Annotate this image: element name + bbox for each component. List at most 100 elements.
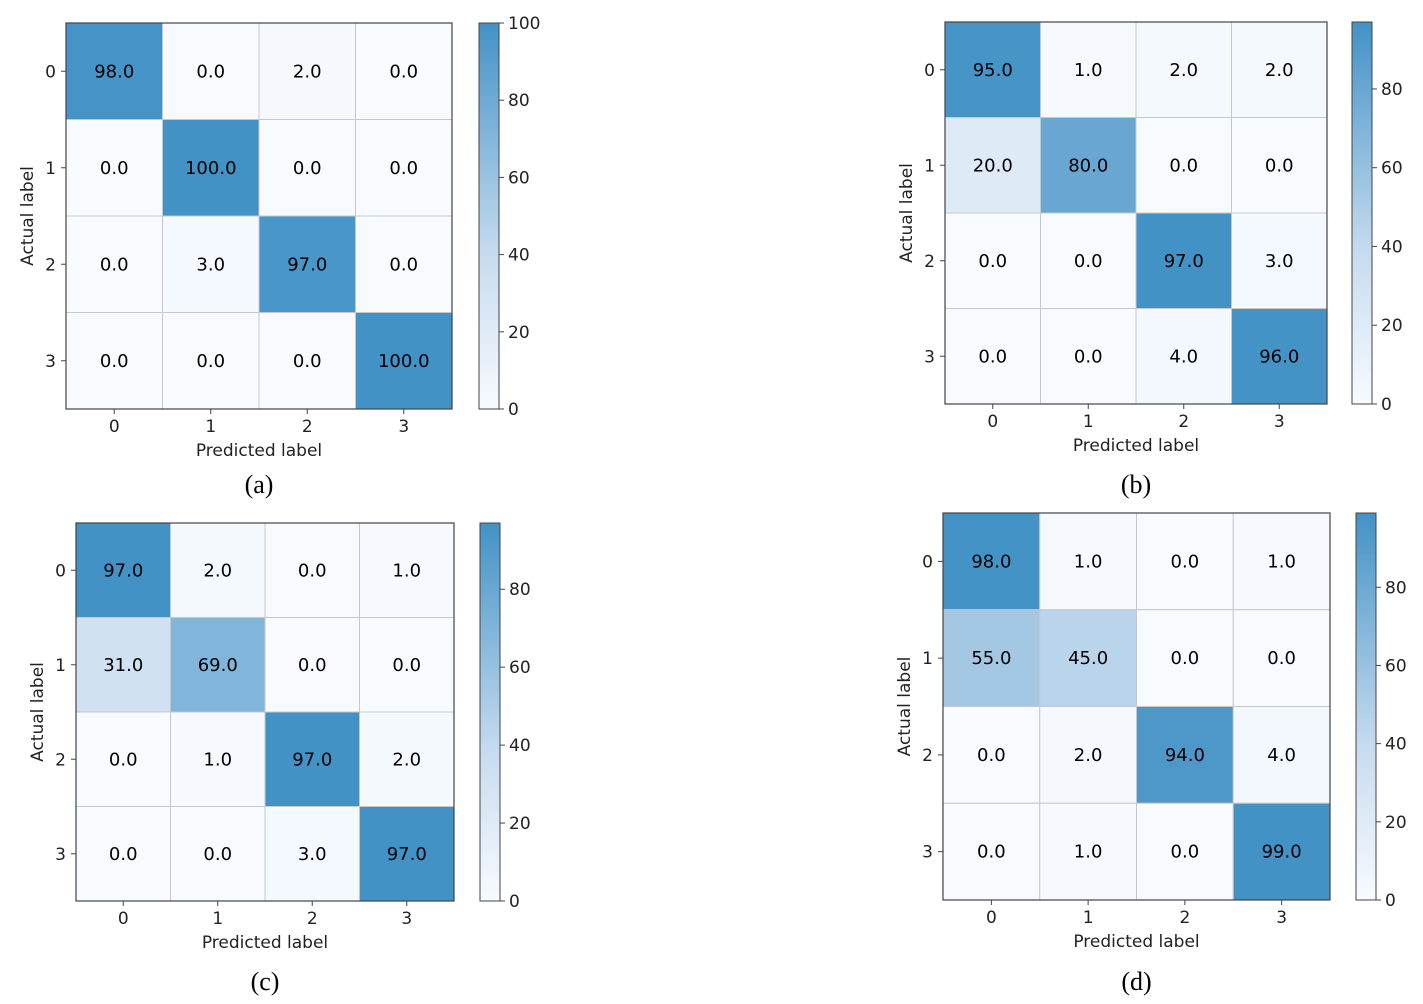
cell-value-label: 1.0 [1267, 551, 1296, 572]
matrix-cell [1040, 21, 1137, 118]
matrix-cell [65, 119, 163, 217]
cell-value-label: 3.0 [298, 844, 327, 865]
matrix-cell [162, 312, 260, 410]
matrix-cell [359, 806, 455, 902]
matrix-cell [162, 119, 260, 217]
cell-value-label: 1.0 [392, 560, 421, 581]
y-tick-label: 3 [45, 352, 56, 372]
colorbar-tick-label: 20 [508, 323, 530, 343]
matrix-frame [65, 22, 453, 410]
x-axis-label: Predicted label [1073, 436, 1199, 456]
matrix-cell [170, 522, 266, 618]
y-tick-label: 2 [924, 252, 935, 272]
y-tick-label: 2 [45, 255, 56, 275]
matrix-cell [1135, 308, 1232, 405]
x-tick-label: 2 [1179, 908, 1190, 928]
colorbar-tick-label: 60 [509, 658, 531, 678]
cell-value-label: 96.0 [1259, 346, 1299, 367]
x-axis-label: Predicted label [1073, 932, 1199, 952]
cell-value-label: 0.0 [978, 251, 1007, 272]
y-axis-label: Actual label [18, 166, 38, 266]
cell-value-label: 97.0 [387, 844, 427, 865]
cell-value-label: 0.0 [1265, 155, 1294, 176]
cell-value-label: 97.0 [287, 254, 327, 275]
cell-value-label: 2.0 [293, 61, 322, 82]
cell-value-label: 2.0 [1169, 60, 1198, 81]
colorbar-tick-label: 80 [508, 91, 530, 111]
matrix-cell [1039, 609, 1137, 707]
matrix-cell [1136, 512, 1234, 611]
matrix-cell [1039, 706, 1137, 804]
cell-value-label: 0.0 [196, 351, 225, 372]
y-axis-label: Actual label [897, 163, 917, 263]
y-tick-label: 0 [922, 552, 933, 572]
matrix-cell [942, 706, 1041, 804]
cell-value-label: 1.0 [1074, 842, 1103, 863]
colorbar-tick-label: 0 [1385, 891, 1396, 911]
cell-value-label: 0.0 [1267, 648, 1296, 669]
x-tick-label: 0 [109, 417, 120, 437]
colorbar-tick-label: 20 [509, 814, 531, 834]
y-axis-label: Actual label [28, 662, 48, 762]
cell-value-label: 94.0 [1165, 745, 1205, 766]
cell-value-label: 1.0 [1074, 551, 1103, 572]
cell-value-label: 0.0 [978, 346, 1007, 367]
y-tick-label: 2 [922, 746, 933, 766]
colorbar-tick-label: 20 [1381, 316, 1403, 336]
matrix-cell [65, 312, 163, 410]
cell-value-label: 100.0 [378, 351, 430, 372]
cell-value-label: 98.0 [971, 551, 1011, 572]
x-tick-label: 3 [1274, 412, 1285, 432]
cell-value-label: 0.0 [977, 842, 1006, 863]
colorbar-tick-label: 0 [1381, 395, 1392, 415]
cell-value-label: 0.0 [203, 844, 232, 865]
cell-value-label: 0.0 [293, 351, 322, 372]
cell-value-label: 0.0 [389, 61, 418, 82]
matrix-cell [1135, 21, 1232, 118]
panel-caption: (d) [1121, 967, 1151, 996]
matrix-cell [1040, 212, 1137, 309]
confusion-matrix-panel-d: 98.0 1.0 0.0 1.0 55.0 45.0 0.0 0.0 0.0 2.0 94.0 4.0… [895, 512, 1407, 996]
y-tick-label: 1 [55, 656, 66, 676]
colorbar-tick-label: 0 [509, 892, 520, 912]
x-tick-label: 3 [1276, 908, 1287, 928]
y-tick-label: 1 [45, 159, 56, 179]
cell-value-label: 3.0 [196, 254, 225, 275]
cell-value-label: 0.0 [293, 158, 322, 179]
cell-value-label: 98.0 [94, 61, 134, 82]
cell-value-label: 0.0 [1171, 842, 1200, 863]
colorbar-tick-label: 40 [1381, 237, 1403, 257]
x-tick-label: 1 [212, 909, 223, 929]
x-tick-label: 0 [987, 412, 998, 432]
cell-value-label: 1.0 [1074, 60, 1103, 81]
y-axis-label: Actual label [895, 657, 915, 757]
matrix-cell [65, 22, 163, 120]
y-tick-label: 3 [922, 843, 933, 863]
colorbar-tick-label: 80 [1385, 578, 1407, 598]
x-axis-label: Predicted label [196, 441, 322, 461]
x-tick-label: 0 [986, 908, 997, 928]
matrix-cell [1231, 21, 1328, 118]
cell-value-label: 3.0 [1265, 251, 1294, 272]
panel-caption: (b) [1121, 470, 1151, 499]
cell-value-label: 0.0 [100, 254, 129, 275]
matrix-cell [1232, 706, 1331, 804]
cell-value-label: 45.0 [1068, 648, 1108, 669]
colorbar-tick-label: 40 [1385, 735, 1407, 755]
colorbar-tick-label: 80 [1381, 80, 1403, 100]
matrix-cell [1040, 308, 1137, 405]
matrix-cell [264, 617, 360, 713]
matrix-cell [162, 215, 260, 313]
x-tick-label: 1 [1083, 908, 1094, 928]
cell-value-label: 0.0 [100, 158, 129, 179]
matrix-cell [944, 21, 1041, 118]
cell-value-label: 2.0 [203, 560, 232, 581]
matrix-cell [1231, 212, 1328, 309]
matrix-cell [162, 22, 260, 120]
colorbar-tick-label: 100 [508, 14, 540, 34]
x-tick-label: 1 [205, 417, 216, 437]
matrix-cell [170, 806, 266, 902]
matrix-cell [75, 522, 171, 618]
matrix-cell [359, 711, 455, 807]
